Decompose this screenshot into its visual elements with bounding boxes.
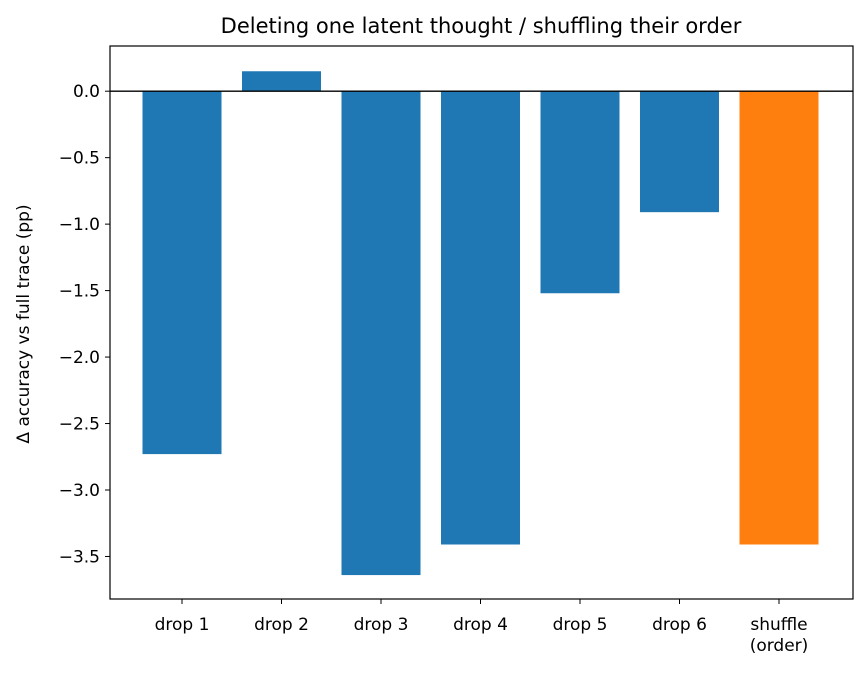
y-tick-label: −2.0 <box>59 348 100 368</box>
bars-group <box>142 71 819 576</box>
bar-2 <box>242 71 321 92</box>
x-tick-label: (order) <box>750 636 809 656</box>
y-tick-label: −3.0 <box>59 481 100 501</box>
y-tick-label: −2.5 <box>59 415 100 435</box>
bar-7 <box>739 91 819 545</box>
y-tick-label: −3.5 <box>59 547 100 567</box>
x-ticks: drop 1 drop 2 drop 3 drop 4 drop 5 drop 6 shuf… <box>155 599 809 656</box>
x-tick-label: drop 6 <box>652 615 707 635</box>
y-tick-label: −1.5 <box>59 282 100 302</box>
x-tick-label: drop 5 <box>553 615 608 635</box>
chart-title: Deleting one latent thought / shuffling … <box>221 14 742 38</box>
y-tick-label: −0.5 <box>59 149 100 169</box>
bar-3 <box>341 91 421 576</box>
plot-frame <box>109 45 854 600</box>
y-ticks: 0.0 −0.5 −1.0 −1.5 −2.0 −2.5 −3.0 −3.5 <box>59 82 110 567</box>
x-tick-label: drop 1 <box>155 615 210 635</box>
x-tick-label: drop 4 <box>453 615 508 635</box>
x-tick-label: drop 3 <box>354 615 409 635</box>
y-tick-label: 0.0 <box>73 82 100 102</box>
y-tick-label: −1.0 <box>59 215 100 235</box>
bar-4 <box>441 91 520 545</box>
bar-1 <box>142 91 222 455</box>
x-tick-label: shuffle <box>750 615 807 635</box>
bar-6 <box>640 91 719 213</box>
x-tick-label: drop 2 <box>254 615 309 635</box>
bar-5 <box>540 91 620 294</box>
y-axis-label: Δ accuracy vs full trace (pp) <box>14 204 34 443</box>
